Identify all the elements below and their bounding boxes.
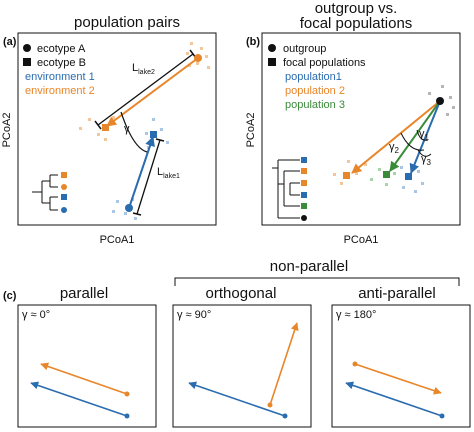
panel-b-x-axis-label: PCoA1	[344, 234, 379, 246]
angle-arc-3	[417, 149, 432, 157]
legend-environment-1: environment 1	[25, 71, 95, 83]
phylogeny-tree-a	[32, 172, 67, 213]
population-3-arrow	[389, 100, 441, 172]
parallel-orange-start	[124, 391, 130, 397]
anti-parallel-angle-label: γ ≈ 180°	[336, 309, 376, 321]
population-2-point	[343, 172, 350, 179]
anti-parallel-blue-start	[439, 413, 445, 419]
anti-parallel-title: anti-parallel	[358, 285, 436, 302]
environment-2-ecotype-b-point	[102, 124, 109, 131]
panel-a-label: (a)	[3, 36, 17, 48]
panel-b-label: (b)	[246, 36, 260, 48]
legend-outgroup-symbol	[268, 44, 276, 52]
legend-ecotype-a: ecotype A	[37, 43, 86, 55]
orthogonal-blue-arrow	[188, 381, 286, 417]
distance-bracket-lake1	[132, 138, 165, 216]
environment-1-ecotype-a-point	[125, 204, 133, 212]
population-1-arrow	[409, 100, 441, 174]
distance-label-lake2: Llake2	[132, 62, 155, 76]
panel-b-title-line-1: outgroup vs.	[315, 0, 398, 17]
orthogonal-orange-start	[267, 402, 273, 408]
legend-population-1: population1	[285, 71, 342, 83]
environment-1-ecotype-b-point	[150, 131, 157, 138]
parallel-orange-arrow	[40, 362, 128, 395]
parallel-angle-label: γ ≈ 0°	[22, 309, 50, 321]
panel-a-x-axis-label: PCoA1	[100, 234, 135, 246]
legend-focal-symbol	[268, 58, 276, 66]
legend-circle-symbol	[23, 44, 31, 52]
angle-gamma-1-label: γ1	[419, 128, 430, 142]
population-3-point	[383, 171, 390, 178]
anti-parallel-orange-start	[352, 361, 358, 367]
parallel-blue-arrow	[30, 381, 128, 417]
panel-c: (c) non-parallel parallel γ ≈ 0° orthogo…	[3, 258, 471, 428]
parallel-blue-start	[124, 413, 130, 419]
angle-gamma-label: γ	[124, 123, 130, 135]
angle-arc-1	[416, 129, 429, 141]
legend-square-symbol	[23, 58, 31, 66]
population-2-arrow	[351, 100, 441, 174]
angle-arc	[120, 111, 148, 153]
panel-b-frame	[261, 32, 461, 226]
panel-a-y-axis-label: PCoA2	[1, 113, 13, 148]
panel-a-title: population pairs	[74, 14, 180, 31]
legend-population-2: population 2	[285, 85, 345, 97]
panel-b-title-line-2: focal populations	[300, 15, 413, 32]
orthogonal-blue-start	[282, 413, 288, 419]
distance-label-lake1: Llake1	[157, 166, 180, 180]
non-parallel-group-title: non-parallel	[270, 258, 348, 275]
anti-parallel-frame	[331, 304, 471, 428]
legend-outgroup: outgroup	[283, 43, 326, 55]
panel-b-y-axis-label: PCoA2	[245, 113, 257, 148]
phylogeny-tree-b	[272, 157, 307, 221]
orthogonal-frame	[172, 304, 312, 428]
orthogonal-angle-label: γ ≈ 90°	[177, 309, 211, 321]
panel-c-label: (c)	[3, 290, 17, 302]
legend-ecotype-b: ecotype B	[37, 57, 86, 69]
distance-bracket-lake2	[94, 49, 197, 130]
non-parallel-bracket	[174, 277, 460, 286]
parallel-frame	[17, 304, 157, 428]
panel-a-frame	[17, 32, 217, 226]
angle-arc-2	[400, 132, 425, 151]
population-1-point	[405, 173, 412, 180]
angle-gamma-2-label: γ2	[389, 141, 400, 155]
panel-b: outgroup vs. focal populations (b) outgr…	[245, 0, 461, 246]
outgroup-point	[436, 97, 444, 105]
anti-parallel-blue-arrow	[345, 381, 443, 417]
panel-a: population pairs (a) ecotype A ecotype B…	[1, 14, 217, 246]
environment-2-ecotype-a-point	[194, 54, 202, 62]
angle-gamma-3-label: γ3	[421, 153, 432, 167]
legend-environment-2: environment 2	[25, 85, 95, 97]
orthogonal-title: orthogonal	[206, 285, 277, 302]
legend-population-3: population 3	[285, 99, 345, 111]
legend-focal-populations: focal populations	[283, 57, 366, 69]
parallel-title: parallel	[60, 285, 108, 302]
orthogonal-orange-arrow	[269, 322, 299, 406]
environment-1-arrow	[128, 136, 155, 209]
anti-parallel-orange-arrow	[354, 363, 442, 395]
